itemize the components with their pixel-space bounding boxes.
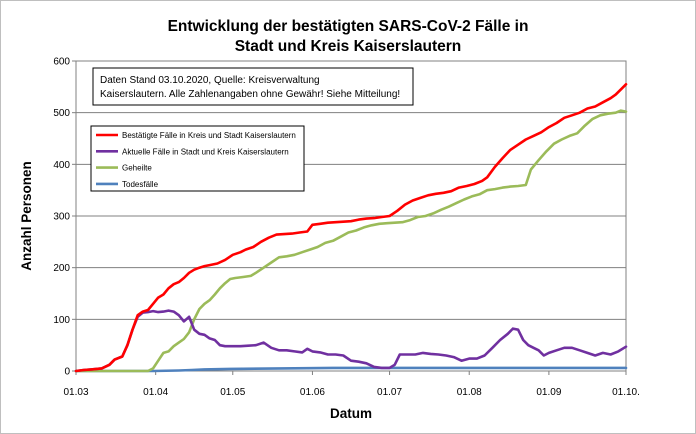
legend-frame bbox=[90, 125, 305, 192]
x-tick-label: 01.09 bbox=[536, 387, 561, 398]
y-tick-label: 0 bbox=[64, 367, 70, 378]
legend-label-3: Todesfälle bbox=[122, 180, 159, 189]
data-note-line-2: Kaiserslautern. Alle Zahlenangaben ohne … bbox=[100, 89, 400, 100]
y-tick-label: 400 bbox=[53, 160, 70, 171]
series-line-1 bbox=[74, 309, 628, 373]
y-tick-label: 100 bbox=[53, 315, 70, 326]
legend-label-2: Geheilte bbox=[122, 164, 152, 173]
series-lines bbox=[74, 83, 628, 373]
chart-title-line-1: Entwicklung der bestätigten SARS-CoV-2 F… bbox=[168, 18, 529, 35]
legend: Bestätigte Fälle in Kreis und Stadt Kais… bbox=[90, 125, 305, 192]
x-tick-label: 01.08 bbox=[457, 387, 482, 398]
x-tick-label: 01.07 bbox=[377, 387, 402, 398]
x-axis-ticks: 01.03 01.04 01.05 01.06 01.07 01.08 01.09 01.10… bbox=[63, 371, 640, 398]
legend-label-1: Aktuelle Fälle in Stadt und Kreis Kaiser… bbox=[122, 147, 289, 156]
y-tick-label: 200 bbox=[53, 263, 70, 274]
x-tick-label: 01.06 bbox=[300, 387, 325, 398]
data-note-frame bbox=[92, 67, 414, 106]
x-tick-label: 01.05 bbox=[220, 387, 245, 398]
y-axis-ticks: 0 100 200 300 400 500 600 bbox=[53, 57, 76, 378]
y-axis-title: Anzahl Personen bbox=[19, 161, 34, 271]
legend-label-0: Bestätigte Fälle in Kreis und Stadt Kais… bbox=[122, 131, 296, 140]
series-line-2 bbox=[74, 109, 628, 373]
chart-title-line-2: Stadt und Kreis Kaiserslautern bbox=[235, 38, 462, 55]
y-tick-label: 500 bbox=[53, 108, 70, 119]
legend-items: Bestätigte Fälle in Kreis und Stadt Kais… bbox=[96, 131, 296, 189]
y-tick-label: 300 bbox=[53, 212, 70, 223]
data-note-line-1: Daten Stand 03.10.2020, Quelle: Kreisver… bbox=[100, 75, 320, 86]
y-tick-label: 600 bbox=[53, 57, 70, 68]
x-tick-label: 01.10. bbox=[612, 387, 640, 398]
x-tick-label: 01.03 bbox=[63, 387, 88, 398]
data-note-box: Daten Stand 03.10.2020, Quelle: Kreisver… bbox=[92, 67, 414, 106]
x-axis-title: Datum bbox=[330, 406, 372, 421]
series-line-0 bbox=[74, 83, 628, 373]
x-tick-label: 01.04 bbox=[143, 387, 168, 398]
